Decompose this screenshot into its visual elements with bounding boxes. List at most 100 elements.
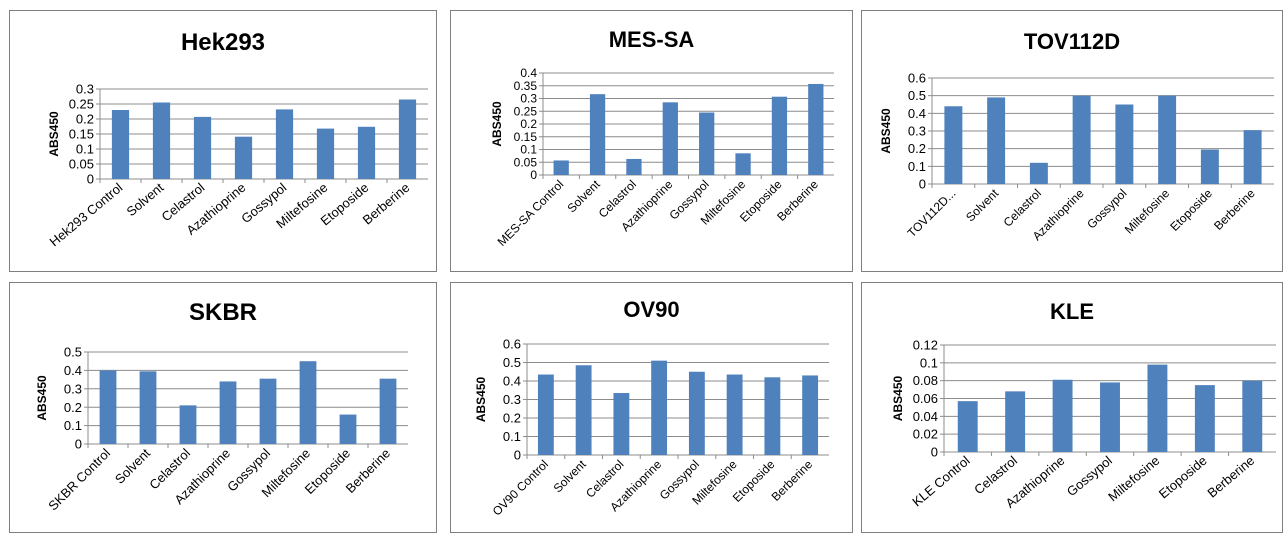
y-tick-label: 0.1 xyxy=(503,429,521,444)
x-tick-label-solvent: Solvent xyxy=(963,186,1002,225)
y-axis-label: ABS450 xyxy=(47,111,61,157)
bar-berberine xyxy=(808,83,824,175)
y-tick-label: 0.06 xyxy=(913,391,938,406)
chart-title: TOV112D xyxy=(1023,29,1121,54)
y-tick-label: 0.04 xyxy=(913,409,938,424)
bar-solvent xyxy=(152,102,171,179)
bar-solvent xyxy=(139,371,157,444)
chart-title: Hek293 xyxy=(180,29,266,56)
x-tick-label-miltefosine: Miltefosine xyxy=(1105,453,1162,504)
chart-panel-hek293: Hek293 0 0.05 0.1 0.15 0.2 0.25 0.3 ABS450 Hek293… xyxy=(9,10,437,272)
y-tick-label: 0.3 xyxy=(520,92,537,106)
bar-gossypol xyxy=(1100,382,1120,452)
y-tick-label: 0.6 xyxy=(908,71,926,86)
y-axis-label: ABS450 xyxy=(490,101,504,147)
bar-azathioprine xyxy=(234,136,253,179)
bar-etoposide xyxy=(771,96,788,175)
bar-solvent xyxy=(589,94,606,175)
y-tick-label: 0.4 xyxy=(520,66,537,80)
y-axis-label: ABS450 xyxy=(35,375,49,421)
bar-gossypol xyxy=(688,371,705,455)
bar-hek293-control xyxy=(111,110,130,179)
chart-panel-skbr: SKBR 0 0.1 0.2 0.3 0.4 0.5 ABS450 SKBR Control So… xyxy=(9,282,437,533)
y-axis-label: ABS450 xyxy=(879,108,893,154)
bar-berberine xyxy=(1243,130,1262,184)
y-tick-label: 0.3 xyxy=(908,124,926,139)
bar-berberine xyxy=(1242,380,1263,452)
bar-miltefosine xyxy=(1158,95,1177,184)
y-tick-label: 0.5 xyxy=(908,88,926,103)
y-tick-label: 0.3 xyxy=(64,381,82,396)
bar-azathioprine xyxy=(1072,95,1091,184)
y-tick-label: 0 xyxy=(530,168,537,182)
bar-gossypol xyxy=(275,109,294,179)
x-tick-label-miltefosine: Miltefosine xyxy=(1122,186,1173,237)
y-tick-label: 0.08 xyxy=(913,373,938,388)
bar-skbr-control xyxy=(99,370,117,444)
y-tick-label: 0.4 xyxy=(503,374,521,389)
y-tick-label: 0.05 xyxy=(514,155,538,169)
bar-celastrol xyxy=(1029,162,1048,184)
x-tick-label-mes-sa-control: MES-SA Control xyxy=(495,177,567,249)
chart-svg-mes-sa: 00.050.10.150.20.250.30.350.4 ABS450 MES-S… xyxy=(490,66,834,249)
y-tick-label: 0.4 xyxy=(908,106,926,121)
bar-celastrol xyxy=(626,158,642,175)
y-tick-label: 0 xyxy=(931,445,938,460)
bar-miltefosine xyxy=(726,374,743,455)
x-tick-label-celastrol: Celastrol xyxy=(1001,186,1044,229)
y-tick-label: 0.15 xyxy=(514,130,538,144)
x-tick-label-ov90-control: OV90 Control xyxy=(490,457,551,518)
y-tick-label: 0.1 xyxy=(908,159,926,174)
y-tick-label: 0 xyxy=(514,448,521,463)
x-tick-label-skbr-control: SKBR Control xyxy=(45,445,113,513)
bar-etoposide xyxy=(764,377,781,455)
bar-gossypol xyxy=(1115,104,1134,184)
bar-mes-sa-control xyxy=(553,160,569,175)
bar-celastrol xyxy=(193,116,212,179)
y-tick-label: 0.2 xyxy=(503,411,521,426)
x-tick-label-etoposide: Etoposide xyxy=(730,457,778,505)
y-tick-label: 0.35 xyxy=(514,79,538,93)
x-tick-label-kle-control: KLE Control xyxy=(909,453,972,510)
y-tick-label: 0.1 xyxy=(920,355,938,370)
y-tick-label: 0.4 xyxy=(64,363,82,378)
bar-etoposide xyxy=(339,414,357,444)
bar-miltefosine xyxy=(1147,364,1168,452)
y-tick-label: 0.3 xyxy=(503,392,521,407)
y-tick-label: 0.05 xyxy=(69,157,94,172)
bar-celastrol xyxy=(613,393,630,455)
x-tick-label-berberine: Berberine xyxy=(1204,453,1257,501)
y-tick-label: 0.02 xyxy=(913,427,938,442)
y-tick-label: 0.6 xyxy=(503,337,521,352)
x-tick-label-hek293-control: Hek293 Control xyxy=(47,180,126,250)
y-tick-label: 0.15 xyxy=(69,127,94,142)
bar-gossypol xyxy=(259,378,277,444)
y-tick-label: 0 xyxy=(919,177,926,192)
x-tick-label-etoposide: Etoposide xyxy=(1167,186,1215,234)
chart-svg-hek293: 00.050.10.150.20.250.3 ABS450 Hek293 Contr… xyxy=(47,82,428,250)
x-tick-label-etoposide: Etoposide xyxy=(1156,453,1210,502)
bar-miltefosine xyxy=(735,153,751,175)
chart-panel-mes-sa: MES-SA 0 0.05 0.1 0.15 0.2 0.25 0.3 0.35 0.4 ABS45… xyxy=(450,10,853,272)
y-axis-label: ABS450 xyxy=(891,375,905,421)
bar-azathioprine xyxy=(1052,379,1073,452)
chart-title: SKBR xyxy=(188,299,257,326)
bar-azathioprine xyxy=(651,360,668,455)
bar-tov112d xyxy=(944,106,963,184)
x-tick-label-berberine: Berberine xyxy=(769,457,816,504)
bar-miltefosine xyxy=(316,128,335,179)
x-tick-label-berberine: Berberine xyxy=(1211,186,1258,233)
y-axis-label: ABS450 xyxy=(474,376,488,422)
bar-etoposide xyxy=(1194,385,1215,452)
bar-berberine xyxy=(398,99,417,179)
bar-azathioprine xyxy=(662,102,678,175)
x-tick-label-tov112d: TOV112D... xyxy=(905,186,959,240)
y-tick-label: 0 xyxy=(87,172,94,187)
bar-etoposide xyxy=(357,126,376,179)
y-tick-label: 0.2 xyxy=(520,117,537,131)
y-tick-label: 0.25 xyxy=(514,104,538,118)
y-tick-label: 0.3 xyxy=(76,82,94,97)
chart-title: MES-SA xyxy=(608,27,695,52)
